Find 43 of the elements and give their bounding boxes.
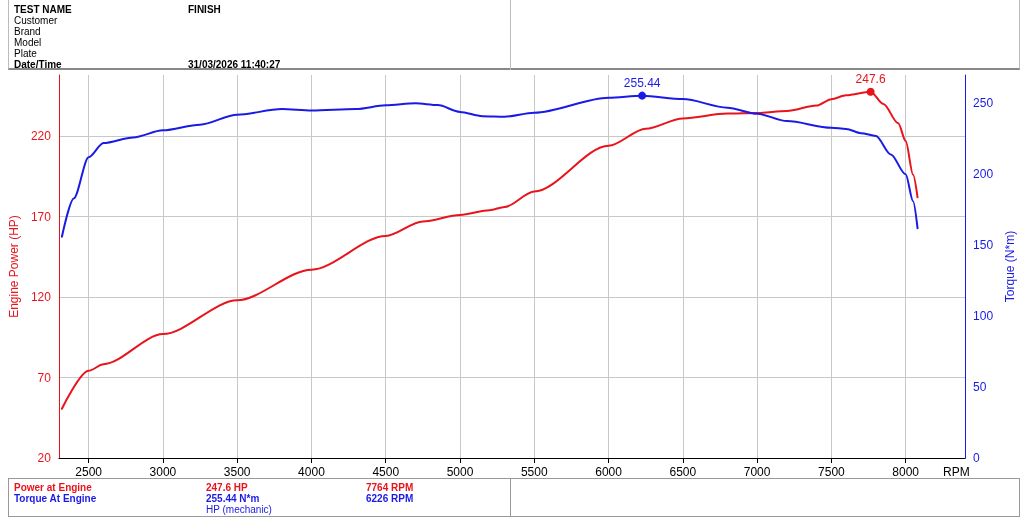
text: Model: [14, 37, 42, 48]
text: Power at Engine: [14, 482, 92, 493]
x-tick-label: 3000: [149, 465, 177, 479]
y2-axis-title: Torque (N*m): [1003, 230, 1017, 303]
y2-tick-label: 100: [973, 309, 994, 324]
text: Customer: [14, 15, 58, 26]
text: 7764 RPM: [366, 482, 414, 493]
x-tick-label: 5000: [446, 465, 474, 479]
y-tick-label: 120: [30, 290, 52, 305]
text: Plate: [14, 48, 37, 59]
data-label: 255.44: [623, 75, 661, 90]
y2-tick-label: 0: [973, 451, 981, 465]
y2-tick-label: 200: [973, 167, 994, 182]
y2-tick-label: 50: [973, 380, 987, 395]
text: Torque At Engine: [14, 493, 97, 504]
x-tick-label: 6500: [669, 465, 697, 479]
text: TEST NAME: [14, 4, 72, 15]
x-tick-label: 5500: [520, 465, 548, 479]
text: 6226 RPM: [366, 493, 414, 504]
x-tick-label: 7000: [743, 465, 771, 479]
x-tick-label: 4000: [298, 465, 326, 479]
x-axis-title: RPM: [943, 465, 970, 479]
text: HP (mechanic): [206, 504, 272, 515]
y-tick-label: 70: [37, 370, 52, 385]
y2-tick-label: 250: [973, 96, 994, 111]
x-tick-label: 2500: [75, 465, 103, 479]
x-tick-label: 7500: [818, 465, 846, 479]
y2-tick-label: 150: [973, 238, 994, 253]
text: 255.44 N*m: [206, 493, 260, 504]
y-tick-label: 20: [37, 451, 52, 465]
y-axis-title: Engine Power (HP): [7, 215, 21, 318]
text: Date/Time: [14, 59, 62, 70]
y-tick-label: 220: [30, 129, 52, 144]
x-tick-label: 4500: [372, 465, 400, 479]
x-tick-label: 3500: [223, 465, 251, 479]
x-tick-label: 6000: [595, 465, 623, 479]
x-tick-label: 8000: [892, 465, 920, 479]
text: Brand: [14, 26, 41, 37]
y-tick-label: 170: [30, 209, 52, 224]
data-label: 247.6: [855, 71, 886, 86]
text: FINISH: [188, 4, 221, 15]
text: 247.6 HP: [206, 482, 248, 493]
text: 31/03/2026 11:40:27: [188, 59, 281, 70]
